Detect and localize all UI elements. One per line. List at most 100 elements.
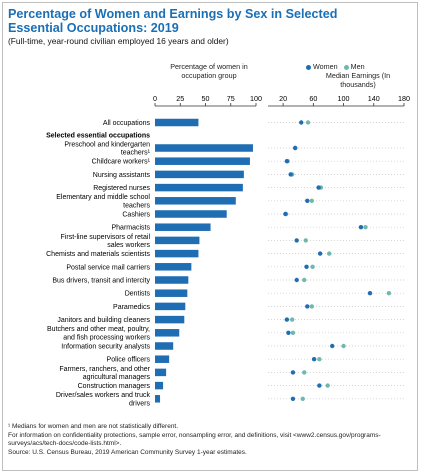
row-label: teachers¹	[121, 150, 151, 157]
percentage-bar	[155, 355, 170, 363]
row-label: Registered nurses	[93, 185, 150, 192]
row-label: Chemists and materials scientists	[46, 251, 150, 258]
women-earnings-dot	[367, 291, 373, 296]
women-earnings-dot	[304, 264, 309, 269]
section-label: Selected essential occupations	[46, 133, 150, 140]
percentage-bar	[155, 197, 236, 205]
percentage-bar	[155, 223, 211, 231]
women-earnings-dot	[290, 370, 296, 375]
earnings-tick-label: 140	[368, 94, 380, 103]
row-label: Police officers	[107, 357, 151, 364]
percentage-bar	[155, 236, 200, 245]
row-label: Preschool and kindergarten	[64, 141, 150, 148]
women-earnings-dot	[317, 251, 323, 256]
row-label: Driver/sales workers and truck	[56, 392, 151, 399]
women-earnings-dot	[358, 225, 364, 230]
men-earnings-dot	[341, 343, 346, 349]
men-earnings-dot	[325, 383, 330, 388]
women-earnings-dot	[311, 357, 317, 362]
percentage-bar	[155, 329, 180, 337]
percentage-bar	[155, 276, 189, 284]
chart-canvas: 0 25 50 75 100 20 60 100 140 180 Selected essentia…	[46, 94, 410, 407]
percentage-axis-title: Percentage of women in occupation group	[170, 62, 248, 80]
row-label: Dentists	[125, 291, 151, 298]
percentage-bar	[155, 118, 199, 127]
earnings-axis-title: Median Earnings (In thousands)	[325, 71, 391, 89]
row-label: Butchers and other meat, poultry,	[47, 326, 150, 333]
row-label: Construction managers	[78, 383, 151, 390]
percentage-bar	[155, 210, 227, 218]
women-earnings-dot	[317, 383, 322, 388]
women-earnings-dot	[283, 211, 288, 217]
men-earnings-dot	[317, 357, 322, 362]
men-earnings-dot	[290, 330, 296, 335]
women-earnings-dot	[299, 120, 304, 125]
row-label: Farmers, ranchers, and other	[59, 366, 150, 373]
men-earnings-dot	[363, 225, 368, 230]
legend-women: Women	[306, 62, 338, 71]
row-label: agricultural managers	[83, 374, 151, 381]
men-earnings-dot	[289, 317, 295, 322]
earnings-tick-label: 180	[398, 94, 410, 103]
earnings-tick-label: 100	[338, 94, 350, 103]
percentage-bar	[155, 342, 174, 350]
row-label: Janitors and building cleaners	[57, 317, 150, 324]
men-earnings-dot	[327, 251, 332, 256]
earnings-tick-label: 20	[279, 94, 287, 103]
percentage-tick-label: 0	[153, 94, 157, 103]
percentage-tick-label: 25	[176, 94, 184, 103]
legend-men: Men	[343, 62, 365, 71]
men-earnings-dot	[303, 238, 308, 243]
percentage-bar	[155, 144, 253, 152]
row-label: Childcare workers¹	[92, 159, 151, 166]
row-label: Paramedics	[113, 304, 150, 311]
percentage-bar	[155, 368, 167, 377]
women-earnings-dot	[330, 343, 335, 349]
row-label: All occupations	[103, 120, 151, 127]
percentage-bar	[155, 249, 199, 258]
chart-subtitle: (Full-time, year-round civilian employed…	[8, 36, 229, 46]
men-earnings-dot	[300, 396, 305, 401]
women-earnings-dot	[286, 330, 291, 335]
percentage-bar	[155, 183, 243, 192]
women-earnings-dot	[294, 238, 299, 243]
legend-men-label: Men	[350, 62, 365, 71]
percentage-bar	[155, 170, 244, 179]
footnote-3: Source: U.S. Census Bureau, 2019 America…	[8, 448, 247, 456]
row-label: Nursing assistants	[93, 172, 151, 179]
men-earnings-dot	[309, 198, 315, 203]
percentage-bar	[155, 381, 164, 390]
row-label: First-line supervisors of retail	[61, 234, 151, 241]
men-dot-icon	[343, 64, 349, 70]
women-earnings-dot	[294, 277, 299, 283]
percentage-bar	[155, 157, 250, 165]
men-earnings-dot	[302, 277, 307, 283]
percentage-tick-label: 100	[250, 94, 262, 103]
row-label: Information security analysts	[61, 344, 150, 351]
men-earnings-dot	[309, 304, 315, 309]
women-earnings-dot	[284, 317, 290, 322]
row-label: Postal service mail carriers	[66, 264, 150, 271]
women-earnings-dot	[284, 159, 290, 164]
row-label: Cashiers	[122, 212, 150, 219]
women-earnings-dot	[316, 185, 321, 190]
men-earnings-dot	[305, 120, 311, 125]
row-label: Elementary and middle school	[56, 194, 150, 201]
row-label: sales workers	[107, 242, 150, 249]
women-earnings-dot	[305, 198, 310, 203]
percentage-bar	[155, 263, 192, 271]
men-earnings-dot	[310, 264, 315, 269]
footnote-2: For information on confidentiality prote…	[8, 431, 381, 448]
percentage-bar	[155, 289, 188, 297]
women-earnings-dot	[305, 304, 310, 309]
figure-frame	[2, 2, 418, 471]
women-earnings-dot	[293, 145, 298, 151]
row-label: drivers	[129, 400, 151, 407]
legend: Women Men	[302, 62, 365, 71]
row-label: Pharmacists	[111, 225, 150, 232]
row-label: Bus drivers, transit and intercity	[52, 278, 150, 285]
percentage-bar	[155, 302, 186, 311]
women-dot-icon	[306, 64, 311, 70]
percentage-tick-label: 50	[202, 94, 210, 103]
men-earnings-dot	[302, 370, 307, 375]
